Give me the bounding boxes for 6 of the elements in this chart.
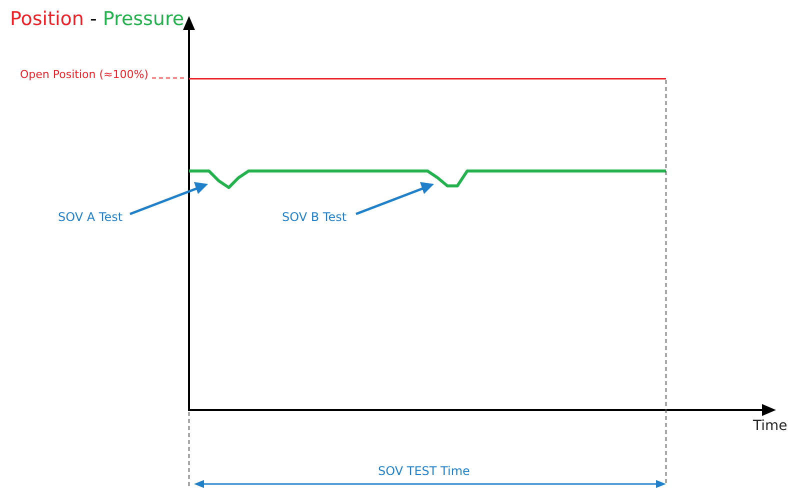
- annotation: SOV B Test: [282, 210, 347, 224]
- text: SOV TEST Time: [378, 464, 470, 478]
- text: SOV A Test: [58, 210, 123, 224]
- text: Open Position (≈100%): [20, 68, 148, 81]
- chart-title: Position - Pressure: [10, 8, 184, 30]
- text: Time: [753, 418, 788, 434]
